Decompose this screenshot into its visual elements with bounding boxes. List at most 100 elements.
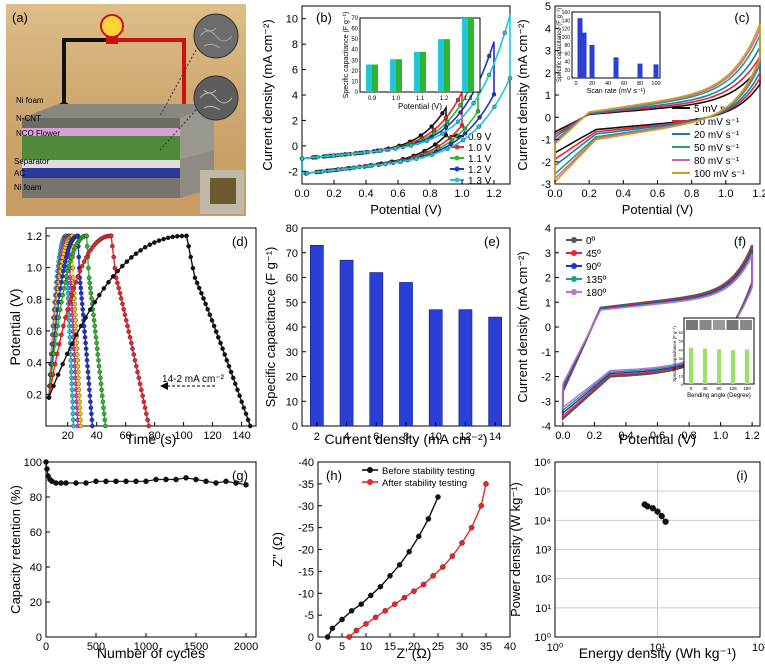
- inset-f-photo: [699, 320, 712, 330]
- gcd-marker: [131, 352, 137, 357]
- inset-c-ytick-label: 20: [564, 68, 570, 74]
- nyquist-marker: [377, 583, 384, 590]
- label-ac: AC: [14, 169, 25, 178]
- gcd-marker: [120, 301, 125, 307]
- nyquist-marker: [483, 481, 489, 487]
- gcd-marker: [79, 301, 85, 307]
- inset-c-ytick-label: 120: [562, 27, 571, 33]
- gcd-marker: [161, 236, 166, 242]
- panel-e-xtick-label: 10: [430, 431, 442, 443]
- gcd-marker: [205, 307, 210, 312]
- black-wire: [62, 38, 106, 108]
- cv-marker: [448, 142, 453, 147]
- gcd-marker: [70, 265, 76, 271]
- gcd-marker: [115, 268, 120, 274]
- panel-h-xtick-label: 0: [315, 641, 321, 653]
- gcd-marker: [61, 286, 67, 291]
- inset-f-photo: [726, 320, 739, 330]
- retention-marker: [163, 476, 169, 483]
- panel-g-ytick-label: 80: [30, 492, 42, 504]
- panel-b-xtick-label: 0.4: [358, 188, 373, 200]
- nyquist-marker: [430, 573, 437, 579]
- panel-i-ytick-label: 10³: [535, 545, 551, 557]
- panel-d-xtick-label: 20: [62, 430, 74, 442]
- bar-e: [428, 309, 443, 427]
- panel-b-xtick-label: 1.2: [486, 188, 501, 200]
- gcd-marker: [237, 393, 242, 399]
- gcd-marker: [62, 263, 67, 269]
- retention-marker: [113, 478, 119, 485]
- panel-e-ytick-label: 10: [286, 396, 298, 408]
- panel-e-xtick-label: 2: [314, 431, 320, 443]
- inset-c-bar: [637, 63, 643, 78]
- gcd-marker: [121, 307, 126, 312]
- panel-f-xlabel: Potential (V): [619, 431, 696, 447]
- gcd-marker: [78, 280, 83, 286]
- gcd-marker: [140, 393, 145, 399]
- cv-marker: [463, 131, 468, 136]
- gcd-marker: [64, 274, 69, 279]
- panel-g-xtick-label: 1000: [134, 641, 158, 653]
- panel-i-xtick-label: 10²: [752, 642, 765, 654]
- panel-f-xtick-label: 1.2: [744, 430, 759, 442]
- nyquist-marker: [387, 573, 393, 579]
- panel-b-ytick-label: 4: [292, 90, 298, 102]
- inset-c-xtick-label: 100: [651, 81, 660, 87]
- inset-b-ytick-label: 40: [351, 48, 358, 54]
- panel-d-ytick-label: 0.8: [27, 294, 42, 306]
- gcd-marker: [76, 375, 81, 381]
- gcd-marker: [82, 329, 87, 334]
- gcd-marker: [203, 301, 208, 307]
- gcd-marker: [54, 332, 59, 338]
- panel-b-xtick-label: 0.8: [422, 188, 437, 200]
- panel-label-c: (c): [734, 10, 749, 25]
- gcd-marker: [71, 286, 77, 291]
- panel-f-xtick-label: 0.8: [681, 430, 696, 442]
- inset-f-bar: [730, 350, 736, 384]
- gcd-marker: [102, 417, 108, 423]
- ni-foam-bottom: [22, 178, 180, 198]
- panel-h-xtick-label: 40: [504, 641, 516, 653]
- gcd-marker: [235, 387, 240, 393]
- panel-b-ytick-label: 8: [292, 39, 298, 51]
- inset-f-bar: [688, 347, 694, 384]
- gcd-marker: [98, 375, 103, 381]
- inset-c-xtick-label: 80: [637, 81, 643, 87]
- panel-f-xtick-label: 1.0: [713, 430, 728, 442]
- inset-f-ytick-label: 30: [679, 356, 684, 361]
- gcd-marker: [83, 346, 89, 352]
- device-photo-inner: [210, 178, 236, 204]
- gcd-marker: [224, 357, 230, 363]
- inset-b-ytick-label: 20: [351, 69, 358, 75]
- gcd-marker: [94, 340, 99, 346]
- inset-b-xtick-label: 0.9: [368, 96, 377, 102]
- panel-i-frame: [554, 461, 761, 638]
- panel-g-xtick-label: 2000: [234, 641, 258, 653]
- gcd-marker: [69, 387, 75, 393]
- panel-e-xtick-label: 12: [459, 431, 471, 443]
- plots-layer: 0.9 V1.0 V1.1 V1.2 V1.3 V 0.0 0.2 0.4 0.6 0.8…: [7, 1, 765, 661]
- panel-e-xtick-label: 14: [489, 431, 501, 443]
- panel-f-xtick-label: 0.4: [618, 430, 633, 442]
- gcd-marker: [79, 263, 85, 269]
- retention-marker: [103, 478, 109, 485]
- gcd-marker: [136, 375, 142, 381]
- gcd-marker: [143, 411, 149, 417]
- panel-g-ytick-label: 40: [30, 562, 42, 574]
- panel-f-ytick-label: 3: [545, 248, 551, 260]
- inset-b-bar: [396, 59, 402, 92]
- inset-b-bar: [438, 39, 444, 92]
- annotation-arrowhead: [160, 382, 168, 390]
- gcd-marker: [70, 411, 76, 417]
- cv-marker: [414, 156, 419, 162]
- label-ni-foam-top: Ni foam: [16, 96, 44, 105]
- retention-marker: [213, 480, 219, 486]
- gcd-marker: [222, 352, 227, 357]
- panel-d-annotation: 14-2 mA cm⁻²: [162, 374, 225, 385]
- nyquist-marker: [425, 516, 432, 522]
- label-separator: Separator: [14, 157, 49, 166]
- panel-e-ytick-label: 0: [292, 421, 298, 433]
- cv-marker: [455, 119, 461, 124]
- legend-marker-b: [454, 155, 460, 161]
- gcd-marker: [245, 417, 251, 423]
